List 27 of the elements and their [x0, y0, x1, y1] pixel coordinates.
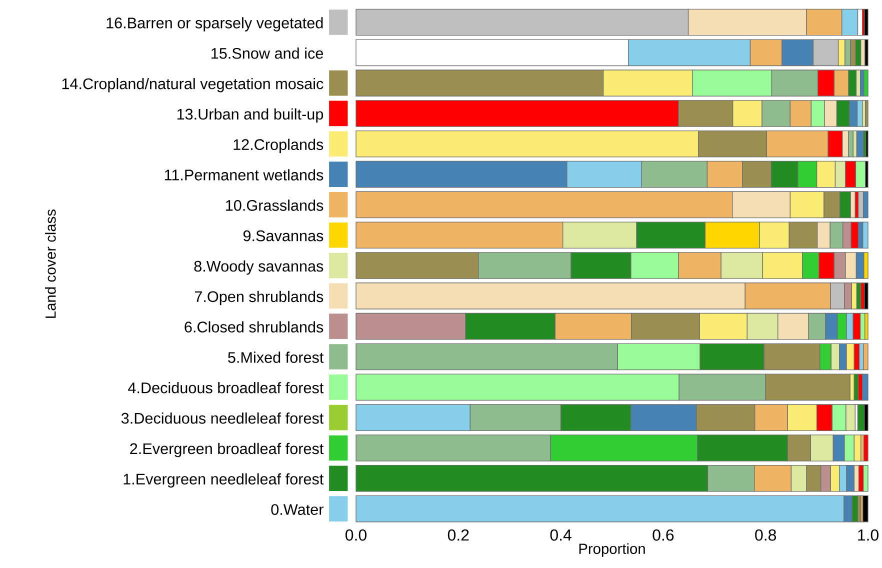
y-tick-label: 10.Grasslands [226, 200, 324, 211]
y-tick-label: 14.Cropland/natural vegetation mosaic [62, 78, 324, 92]
bar [864, 434, 868, 462]
x-tick-label: 0.6 [652, 529, 674, 541]
y-tick-label: 7.Open shrublands [194, 290, 324, 306]
y-tick-label: 9.Savannas [243, 230, 324, 242]
x-axis-title: Proportion [579, 543, 645, 557]
x-tick-label: 0.2 [448, 529, 469, 541]
x-tick-label: 0.4 [550, 529, 572, 541]
x-tick-label: 1.0 [858, 529, 879, 541]
y-axis-title: Land cover class [45, 210, 56, 318]
y-tick-label: 11.Permanent wetlands [164, 169, 324, 180]
y-tick-label: 13.Urban and built-up [177, 108, 324, 123]
y-tick-label: 6.Closed shrublands [184, 321, 324, 332]
y-tick-label: 8.Woody savannas [194, 260, 324, 275]
y-tick-label: 0.Water [271, 504, 324, 515]
y-tick-label: 1.Evergreen needleleaf forest [124, 473, 324, 488]
y-tick-label: 16.Barren or sparsely vegetated [106, 17, 323, 32]
y-tick-label: 3.Deciduous needleleaf forest [121, 412, 324, 424]
x-tick-label: 0.8 [755, 529, 776, 541]
y-tick-label: 15.Snow and ice [212, 48, 324, 59]
y-tick-label: 12.Croplands [234, 138, 324, 154]
bar [864, 70, 868, 96]
x-tick-label: 0.0 [346, 529, 367, 541]
y-tick-label: 5.Mixed forest [228, 352, 324, 363]
y-tick-label: 4.Deciduous broadleaf forest [128, 382, 324, 394]
y-tick-label: 2.Evergreen broadleaf forest [130, 442, 324, 458]
